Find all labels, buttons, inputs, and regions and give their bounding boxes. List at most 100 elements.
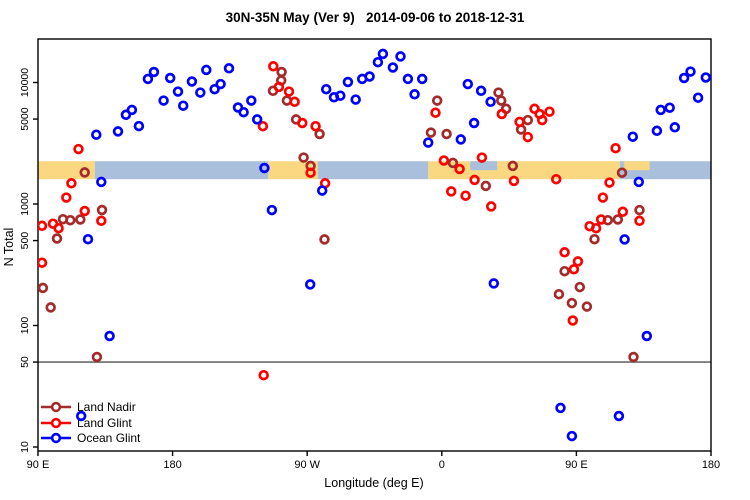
- data-point: [529, 103, 540, 115]
- data-point: [438, 155, 450, 166]
- data-point: [664, 102, 675, 113]
- data-point: [514, 116, 525, 128]
- data-point: [209, 83, 220, 95]
- data-point: [431, 95, 443, 106]
- legend-label: Ocean Glint: [77, 431, 141, 445]
- data-point: [669, 122, 681, 133]
- data-point: [66, 178, 77, 189]
- data-point: [678, 72, 690, 84]
- data-point: [597, 192, 609, 203]
- data-point: [364, 71, 375, 82]
- data-point: [148, 66, 160, 78]
- y-tick-label: 50: [19, 356, 31, 368]
- data-point: [65, 214, 76, 226]
- data-point: [590, 222, 602, 234]
- data-points: [38, 48, 711, 442]
- data-point: [634, 215, 645, 227]
- x-tick-label: 0: [439, 459, 445, 471]
- data-point: [422, 137, 434, 148]
- data-point: [460, 190, 471, 201]
- band-segment-ocean: [94, 161, 269, 180]
- x-tick-label: 90 E: [27, 459, 50, 471]
- data-point: [610, 142, 621, 154]
- data-point: [568, 264, 580, 275]
- data-point: [387, 62, 399, 73]
- land-ocean-band: [38, 161, 711, 180]
- data-point: [544, 106, 555, 117]
- data-point: [507, 160, 519, 172]
- data-point: [700, 72, 711, 83]
- data-point: [480, 180, 492, 192]
- data-point: [112, 126, 124, 137]
- data-point: [468, 117, 480, 129]
- data-point: [172, 86, 184, 97]
- data-point: [38, 282, 49, 294]
- data-point: [634, 204, 645, 216]
- data-point: [488, 278, 500, 289]
- data-point: [82, 233, 94, 245]
- legend-item: Land Glint: [41, 416, 132, 430]
- data-point: [215, 78, 226, 90]
- data-point: [522, 131, 534, 143]
- data-point: [485, 96, 496, 108]
- data-point: [164, 72, 176, 84]
- data-point: [613, 410, 625, 422]
- data-point: [177, 100, 189, 111]
- data-point: [75, 214, 86, 225]
- data-point: [493, 87, 504, 98]
- data-point: [430, 107, 441, 118]
- data-point: [73, 143, 84, 155]
- band-segment-land: [624, 161, 650, 171]
- data-point: [475, 85, 487, 97]
- data-point: [604, 177, 615, 188]
- data-point: [320, 83, 332, 95]
- x-axis-label: Longitude (deg E): [324, 476, 423, 490]
- data-point: [342, 76, 354, 88]
- data-point: [246, 95, 257, 106]
- data-point: [655, 104, 666, 116]
- legend-label: Land Nadir: [77, 400, 136, 414]
- data-point: [335, 90, 346, 101]
- data-point: [104, 330, 115, 342]
- data-point: [619, 234, 630, 245]
- data-point: [553, 288, 565, 300]
- data-point: [126, 104, 138, 116]
- data-point: [447, 157, 459, 169]
- data-point: [273, 81, 285, 93]
- x-tick-label: 90 W: [294, 459, 320, 471]
- data-point: [566, 297, 578, 309]
- data-point: [186, 76, 198, 87]
- data-point: [53, 222, 64, 234]
- legend-marker-circle: [50, 401, 62, 413]
- data-point: [581, 301, 593, 312]
- data-point: [79, 167, 90, 178]
- data-point: [566, 430, 578, 442]
- data-point: [75, 410, 87, 422]
- data-point: [595, 214, 607, 225]
- data-point: [550, 173, 562, 185]
- data-point: [476, 152, 488, 163]
- series-ocean-glint: [75, 48, 711, 442]
- data-point: [266, 204, 278, 216]
- data-point: [298, 152, 309, 163]
- plot-border: [37, 38, 712, 452]
- data-point: [96, 204, 108, 216]
- data-point: [559, 265, 570, 277]
- data-point: [38, 257, 48, 268]
- data-point: [651, 125, 663, 137]
- data-point: [445, 186, 457, 197]
- data-point: [258, 369, 269, 381]
- data-point: [223, 63, 235, 74]
- data-point: [201, 64, 212, 76]
- data-point: [555, 402, 566, 414]
- y-tick-label: 100: [19, 317, 31, 335]
- legend-item: Ocean Glint: [41, 431, 141, 445]
- data-point: [536, 114, 548, 126]
- data-point: [350, 94, 361, 105]
- data-point: [314, 128, 325, 140]
- band-segment-land: [268, 161, 318, 180]
- data-point: [251, 114, 263, 125]
- data-point: [508, 175, 520, 187]
